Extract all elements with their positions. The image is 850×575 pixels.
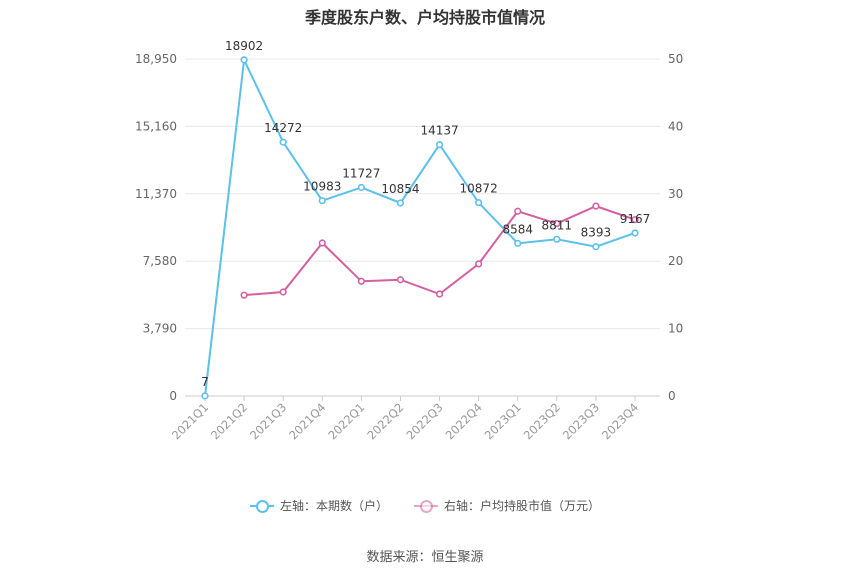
series-layer [201, 56, 639, 400]
data-point-left [240, 56, 248, 64]
data-point-left [201, 392, 209, 400]
data-point-right [435, 290, 444, 298]
data-label: 14137 [420, 124, 458, 138]
data-point-right [475, 260, 483, 268]
data-label: 18902 [225, 39, 263, 53]
x-axis-tick-label: 2023Q2 [521, 400, 563, 442]
x-axis-tick-label: 2021Q1 [169, 400, 211, 442]
x-axis-tick-label: 2021Q2 [208, 400, 250, 442]
data-point-left [592, 243, 600, 251]
right-axis-tick-label: 0 [668, 389, 676, 403]
left-axis-tick-label: 11,370 [135, 187, 177, 201]
data-point-right [396, 276, 405, 284]
data-label: 14272 [264, 121, 302, 135]
data-point-right [279, 288, 287, 296]
data-label: 10872 [460, 182, 498, 196]
line-chart: 0 0 3,790 10 7,580 20 11,370 30 15,160 40 18,950 50… [135, 39, 683, 443]
right-axis-tick-label: 40 [668, 119, 683, 133]
chart-title: 季度股东户数、户均持股市值情况 [304, 8, 545, 27]
data-label: 11727 [342, 166, 380, 180]
data-point-left [514, 239, 522, 247]
data-point-left [396, 199, 405, 207]
x-axis-tick-label: 2023Q3 [560, 400, 602, 442]
data-point-right [553, 219, 561, 228]
x-axis-tick-label: 2022Q2 [364, 400, 406, 442]
right-axis-tick-label: 20 [668, 254, 683, 268]
left-axis-tick-label: 15,160 [135, 119, 177, 133]
right-axis-tick-label: 50 [668, 52, 683, 66]
legend-right-series-icon [414, 499, 438, 513]
data-point-left [553, 235, 561, 243]
data-label: 8393 [581, 226, 612, 240]
data-point-left [631, 229, 639, 237]
x-axis-tick-label: 2022Q3 [403, 400, 445, 442]
data-source: 数据来源：恒生聚源 [366, 550, 484, 565]
x-axis-tick-label: 2022Q4 [443, 400, 485, 442]
grid-layer [185, 58, 660, 397]
legend-left-series-icon [249, 499, 274, 513]
data-label: 9167 [620, 212, 651, 226]
data-point-right [631, 216, 639, 224]
data-label: 8584 [502, 222, 533, 236]
x-axis-tick-label: 2021Q4 [286, 400, 328, 442]
data-point-right [592, 202, 600, 210]
legend: 左轴：本期数（户） 右轴：户均持股市值（万元） [0, 497, 850, 514]
data-label: 10983 [303, 180, 341, 194]
x-axis-tick-label: 2022Q1 [325, 400, 367, 442]
series-line-left [204, 56, 636, 396]
data-point-left [435, 140, 444, 149]
data-point-left [279, 138, 287, 146]
x-axis-tick-label: 2023Q4 [599, 400, 641, 442]
legend-item-right-series[interactable]: 右轴：户均持股市值（万元） [414, 497, 600, 514]
data-point-right [514, 207, 522, 215]
series-line-right [244, 205, 636, 297]
left-axis-tick-label: 18,950 [135, 52, 177, 66]
legend-label-left-series: 左轴：本期数（户） [279, 499, 388, 513]
x-axis-tick-label: 2021Q3 [247, 400, 289, 442]
data-point-left [357, 183, 365, 192]
data-point-left [475, 199, 483, 207]
data-label: 8811 [542, 218, 573, 232]
data-point-right [357, 277, 365, 285]
x-axis-tick-label: 2023Q1 [482, 400, 524, 442]
right-axis-tick-label: 30 [668, 187, 683, 201]
data-point-right [240, 291, 248, 299]
legend-label-right-series: 右轴：户均持股市值（万元） [444, 499, 601, 513]
left-axis-tick-label: 0 [169, 389, 177, 403]
legend-item-left-series[interactable]: 左轴：本期数（户） [249, 497, 388, 514]
axis-layer: 0 0 3,790 10 7,580 20 11,370 30 15,160 40 18,950 50… [135, 52, 683, 442]
right-axis-tick-label: 10 [668, 322, 683, 336]
data-label: 7 [201, 375, 209, 389]
left-axis-tick-label: 7,580 [143, 254, 177, 268]
left-axis-tick-label: 3,790 [143, 322, 177, 336]
data-label: 10854 [381, 182, 419, 196]
data-point-right [318, 239, 326, 247]
data-point-left [318, 197, 326, 205]
